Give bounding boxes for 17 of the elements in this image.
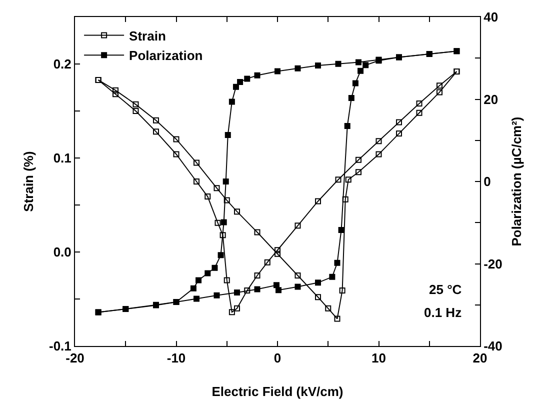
legend-label: Polarization xyxy=(129,48,203,64)
y2-tick-label: -20 xyxy=(484,256,502,272)
x-tick-label: -10 xyxy=(166,350,186,366)
annotation: 25 °C xyxy=(429,282,462,297)
y2-axis-title: Polarization (µC/cm²) xyxy=(508,116,524,246)
x-tick-label: 10 xyxy=(372,350,386,366)
annotation: 0.1 Hz xyxy=(424,305,462,320)
legend-label: Strain xyxy=(129,28,166,44)
y2-tick-label: 40 xyxy=(484,10,498,25)
y-tick-label: 0.0 xyxy=(53,244,72,260)
y2-tick-label: 0 xyxy=(484,174,491,190)
y-tick-label: 0.2 xyxy=(53,56,72,72)
y-axis-title: Strain (%) xyxy=(20,151,36,212)
x-tick-label: 0 xyxy=(274,350,282,366)
y2-tick-label: 20 xyxy=(484,92,498,107)
x-axis-title: Electric Field (kV/cm) xyxy=(212,384,344,400)
y-tick-label: 0.1 xyxy=(53,150,72,166)
